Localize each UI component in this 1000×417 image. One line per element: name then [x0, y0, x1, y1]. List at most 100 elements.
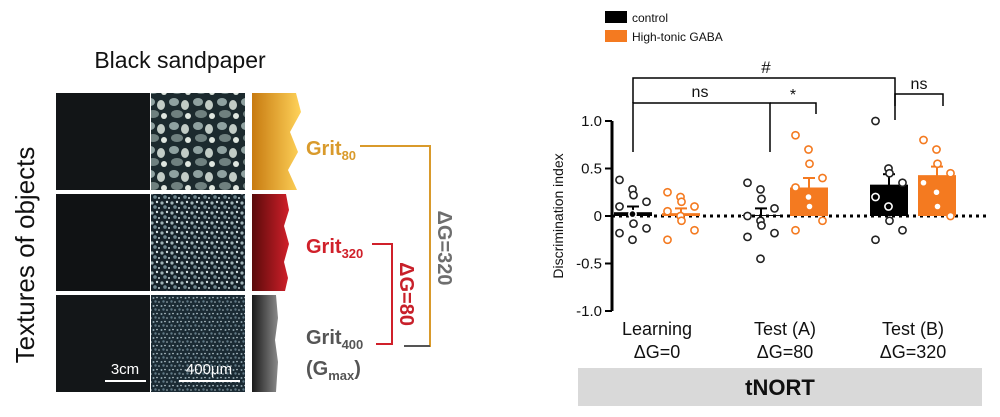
micro-photo [151, 93, 245, 190]
grit-80-label: Grit80 [306, 138, 356, 163]
data-point [932, 145, 941, 154]
texture-row-320 [56, 194, 289, 291]
data-point [690, 202, 699, 211]
data-point [629, 219, 638, 228]
data-point [805, 159, 814, 169]
grit-320-label: Grit320 [306, 236, 363, 261]
data-point [690, 225, 699, 235]
data-point [805, 202, 814, 211]
y-tick-label: -0.5 [576, 256, 602, 273]
data-point [898, 178, 907, 188]
data-point [642, 197, 651, 207]
legend-swatch [605, 30, 627, 42]
data-point [663, 187, 672, 197]
bracket-80-400 [360, 145, 431, 347]
sig-bracket: * [770, 87, 817, 114]
y-tick-label: 1.0 [581, 113, 602, 130]
scale-bar-400um: 400μm [179, 361, 240, 382]
legend-label: control [632, 11, 668, 25]
x-category-sublabel: ΔG=80 [757, 342, 814, 362]
legend: control High-tonic GABA [605, 11, 723, 44]
data-point [933, 159, 942, 169]
x-category-sublabel: ΔG=320 [880, 342, 947, 362]
macro-photo [56, 194, 150, 291]
data-point [791, 130, 800, 140]
x-category-label: Test (B) [882, 319, 944, 339]
data-point [743, 211, 752, 221]
data-point [919, 178, 928, 188]
data-point [677, 197, 686, 207]
y-axis-label: Discrimination index [550, 153, 566, 278]
data-point [885, 168, 894, 178]
x-category-label: Test (A) [754, 319, 816, 339]
panel-title: Black sandpaper [94, 47, 266, 73]
sig-bracket: ns [894, 76, 944, 106]
data-point [628, 209, 637, 219]
data-point [770, 228, 779, 238]
svg-text:#: # [761, 58, 771, 77]
side-axis-label: Textures of objects [10, 147, 40, 364]
data-point [871, 235, 880, 245]
data-point [628, 235, 637, 245]
data-point [743, 232, 752, 242]
legend-swatch [605, 11, 627, 23]
profile-80 [252, 93, 301, 190]
data-point [919, 135, 928, 145]
data-point [946, 168, 955, 178]
data-point [615, 202, 624, 211]
texture-row-400 [56, 295, 278, 392]
delta-320-label: ΔG=320 [433, 211, 455, 286]
data-point [871, 192, 880, 202]
bracket-80-320 [372, 243, 393, 345]
footer-label: tNORT [745, 375, 815, 400]
data-point [757, 194, 766, 204]
data-point [946, 211, 955, 221]
data-point [898, 225, 907, 235]
data-point [756, 254, 765, 264]
sig-bracket: # [632, 58, 896, 120]
macro-photo [56, 295, 150, 392]
data-point [818, 216, 827, 226]
profile-320 [252, 194, 289, 291]
data-point [884, 202, 893, 211]
profile-400 [252, 295, 278, 392]
data-point [885, 216, 894, 226]
texture-row-80 [56, 93, 301, 190]
svg-text:3cm: 3cm [111, 361, 139, 378]
data-point [642, 223, 651, 233]
data-point [615, 228, 624, 238]
data-point [818, 173, 827, 183]
y-tick-label: 0.5 [581, 161, 602, 178]
footer-band [578, 368, 982, 406]
data-point [743, 178, 752, 188]
data-point [932, 187, 941, 197]
micro-photo [151, 295, 245, 392]
svg-text:*: * [790, 87, 796, 104]
legend-label: High-tonic GABA [632, 30, 723, 44]
y-tick-label: -1.0 [576, 303, 602, 320]
svg-text:ns: ns [911, 76, 928, 93]
data-point [756, 184, 765, 194]
data-point [629, 190, 638, 200]
micro-photo [151, 194, 245, 291]
data-point [757, 221, 766, 230]
sig-bracket: ns [632, 84, 771, 152]
x-category-sublabel: ΔG=0 [634, 342, 681, 362]
grit-400-label: Grit400 [306, 327, 363, 352]
data-point [933, 202, 942, 211]
data-point [770, 203, 779, 213]
svg-text:ns: ns [692, 84, 709, 101]
data-point [663, 235, 672, 245]
data-point [615, 175, 624, 185]
delta-80-label: ΔG=80 [395, 262, 417, 326]
y-tick-label: 0 [594, 208, 602, 225]
data-point [791, 183, 800, 192]
data-point [804, 192, 813, 202]
scale-bar-3cm: 3cm [105, 361, 146, 382]
data-point [677, 216, 686, 226]
svg-text:400μm: 400μm [186, 361, 232, 378]
chart-area: 1.0 0.5 0 -0.5 -1.0 Learning ΔG=0 Test (A) ΔG=80… [576, 58, 990, 362]
data-point [871, 116, 880, 126]
